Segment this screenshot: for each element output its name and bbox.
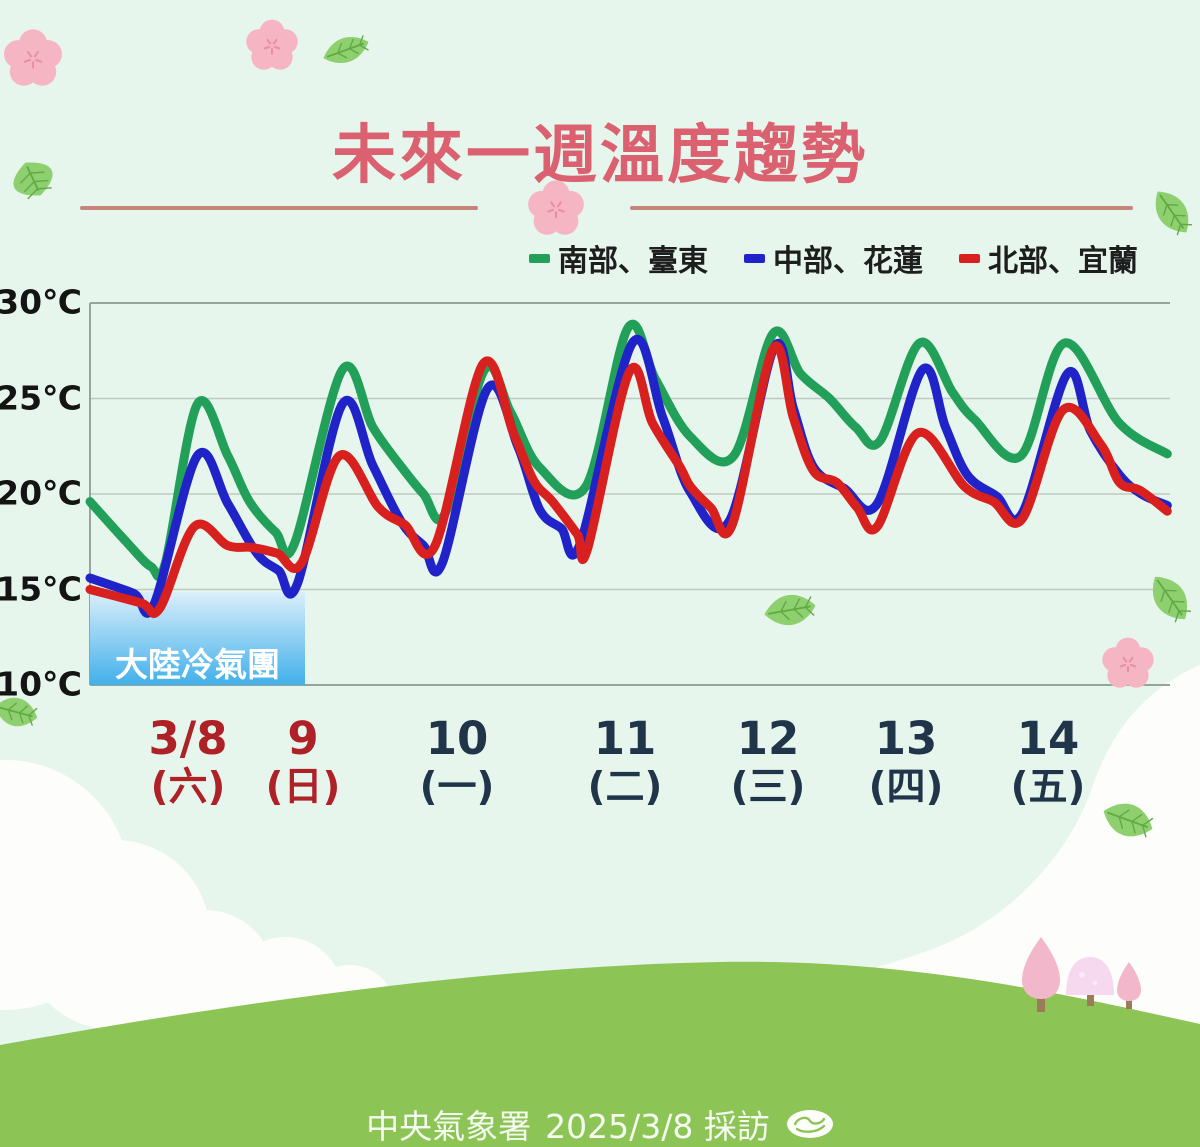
y-tick-label: 25℃ xyxy=(0,378,82,418)
hill xyxy=(0,961,1200,1147)
leaf-icon xyxy=(13,162,53,200)
title-divider-left xyxy=(80,206,478,210)
flower-icon xyxy=(1102,637,1154,688)
cwa-logo-icon xyxy=(786,1110,833,1138)
footer: 中央氣象署 2025/3/8 採訪 xyxy=(0,1100,1200,1147)
leaf-icon xyxy=(1152,576,1192,623)
legend-dash-icon xyxy=(529,253,550,263)
legend-dash-icon xyxy=(744,253,765,263)
series-central-hualien xyxy=(85,335,1172,618)
cold-airmass-label: 大陸冷氣團 xyxy=(115,645,280,684)
leaf-icon xyxy=(1155,191,1193,236)
day-label: 9 (日) xyxy=(265,712,341,811)
temperature-curves xyxy=(85,319,1172,619)
series-north-yilan xyxy=(85,341,1172,619)
legend-item: 北部、宜蘭 xyxy=(959,236,1138,280)
flower-icon xyxy=(246,19,298,70)
y-tick-label: 30℃ xyxy=(0,282,82,322)
legend: 南部、臺東 中部、花蓮 北部、宜蘭 xyxy=(0,236,1138,280)
day-label: 12 (三) xyxy=(730,712,806,811)
title-divider-right xyxy=(630,206,1133,210)
day-label: 11 (二) xyxy=(587,712,663,811)
y-tick-label: 20℃ xyxy=(0,473,82,513)
y-tick-label: 10℃ xyxy=(0,664,82,704)
legend-item: 南部、臺東 xyxy=(529,236,708,280)
cloud-right xyxy=(833,665,1200,1052)
day-label: 13 (四) xyxy=(868,712,944,811)
flower-icon xyxy=(528,180,584,235)
tree-icon xyxy=(1066,957,1114,1006)
footer-date: 2025/3/8 採訪 xyxy=(545,1107,770,1146)
leaf-icon xyxy=(323,35,369,63)
leaf-icon xyxy=(0,697,38,727)
legend-dash-icon xyxy=(959,253,980,263)
day-label: 3/8 (六) xyxy=(148,712,228,811)
tree-icon xyxy=(1117,962,1141,1009)
y-tick-label: 15℃ xyxy=(0,569,82,609)
tree-icon xyxy=(1022,937,1060,1012)
leaf-icon xyxy=(764,594,816,626)
series-south-taitung xyxy=(85,319,1172,582)
day-label: 10 (一) xyxy=(419,712,495,811)
leaf-icon xyxy=(1103,803,1154,838)
cold-airmass-box xyxy=(90,592,305,685)
legend-item: 中部、花蓮 xyxy=(744,236,923,280)
page-title: 未來一週溫度趨勢 xyxy=(332,119,868,193)
footer-agency: 中央氣象署 xyxy=(366,1107,532,1146)
flower-icon xyxy=(4,29,62,86)
decorations xyxy=(0,19,1193,838)
day-label: 14 (五) xyxy=(1010,712,1086,811)
